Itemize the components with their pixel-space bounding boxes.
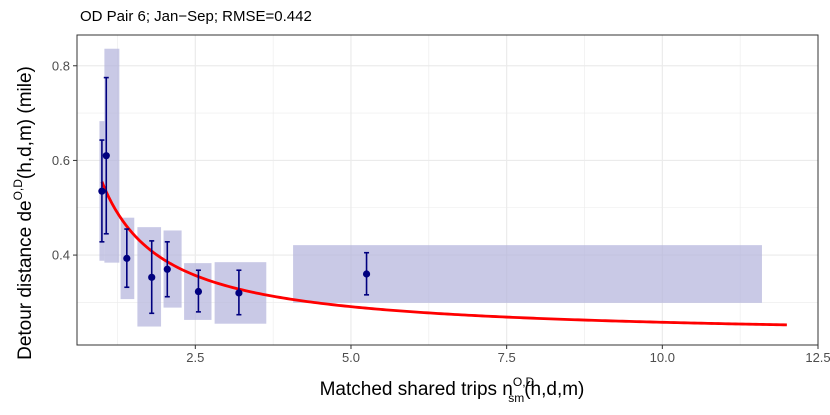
y-tick-label: 0.4	[52, 248, 70, 263]
boxes-layer	[99, 48, 762, 327]
y-tick-labels: 0.4 0.6 0.8	[52, 58, 77, 263]
y-tick-label: 0.8	[52, 58, 70, 73]
x-axis-title: Matched shared trips nO,D sm(h,d,m)	[320, 375, 585, 405]
data-point	[102, 152, 110, 160]
x-tick-labels: 2.5 5.0 7.5 10.0 12.5	[186, 345, 830, 365]
x-tick-label: 12.5	[805, 350, 830, 365]
range-box	[293, 245, 762, 303]
y-axis-title: Detour distance deO,D(h,d,m) (mile)	[11, 66, 36, 360]
chart-title: OD Pair 6; Jan−Sep; RMSE=0.442	[80, 8, 312, 25]
fit-curve	[100, 181, 787, 327]
data-point	[163, 265, 171, 273]
data-point	[362, 270, 371, 278]
y-tick-label: 0.6	[52, 153, 70, 168]
x-tick-label: 10.0	[650, 350, 675, 365]
data-point	[148, 273, 156, 281]
data-point	[123, 254, 131, 262]
data-point	[235, 289, 243, 297]
x-tick-label: 5.0	[342, 350, 360, 365]
x-tick-label: 7.5	[498, 350, 516, 365]
points-layer	[98, 152, 371, 297]
fit-curve-layer	[100, 181, 787, 327]
data-point	[194, 287, 203, 296]
x-tick-label: 2.5	[186, 350, 204, 365]
plot-border	[76, 34, 819, 346]
data-point	[98, 187, 106, 195]
